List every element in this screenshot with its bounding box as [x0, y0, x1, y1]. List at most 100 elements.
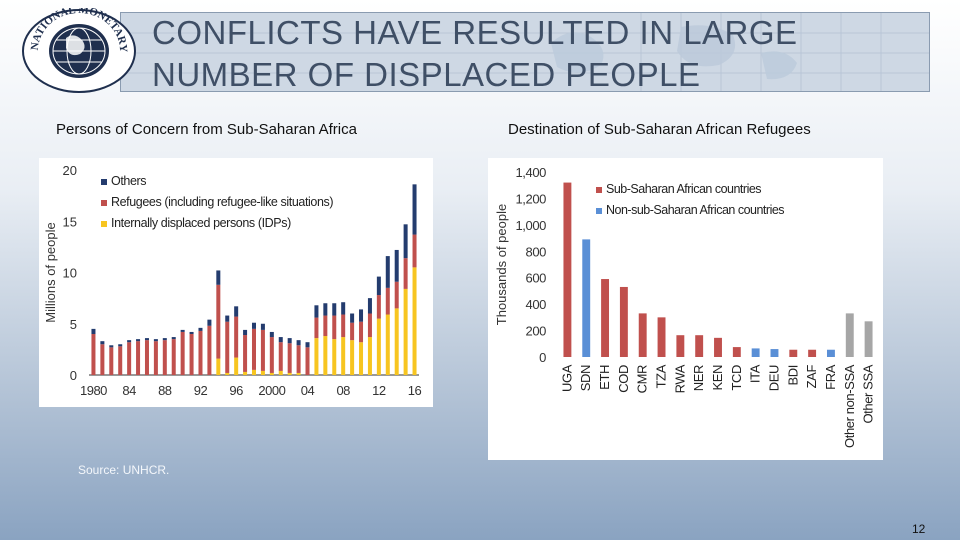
slide-title-line1: CONFLICTS HAVE RESULTED IN LARGE	[152, 14, 798, 51]
bar-segment	[127, 342, 132, 375]
bar-segment	[243, 371, 248, 375]
bar-ner	[695, 335, 704, 357]
bar-segment	[198, 330, 203, 375]
bar-segment	[350, 322, 355, 341]
y-tick-label: 20	[63, 163, 77, 178]
bar-segment	[278, 370, 283, 375]
bar-segment	[323, 303, 328, 316]
slide-title-line2: NUMBER OF DISPLACED PEOPLE	[152, 56, 701, 93]
bar-segment	[118, 346, 123, 375]
y-tick-label: 1,200	[515, 191, 546, 206]
x-tick-label: Other non-SSA	[842, 364, 857, 448]
y-tick-label: 10	[63, 266, 77, 281]
bar-zaf	[808, 349, 817, 357]
bar-segment	[376, 295, 381, 319]
bar-segment	[314, 317, 319, 339]
bar-segment	[394, 249, 399, 282]
bar-segment	[367, 337, 372, 375]
bar-segment	[341, 337, 346, 375]
bar-segment	[296, 372, 301, 375]
bar-segment	[278, 337, 283, 343]
bar-segment	[296, 340, 301, 346]
bar-segment	[412, 267, 417, 376]
bar-segment	[403, 258, 408, 289]
bar-segment	[251, 328, 256, 370]
bar-segment	[367, 313, 372, 338]
bar-segment	[287, 372, 292, 375]
bar-segment	[305, 342, 310, 348]
bar-segment	[269, 337, 274, 373]
x-tick-label: BDI	[785, 365, 800, 385]
y-tick-label: 1,400	[515, 165, 546, 180]
y-tick-label: 5	[70, 317, 77, 332]
source-note: Source: UNHCR.	[78, 463, 170, 477]
bar-other-non-ssa	[845, 313, 854, 357]
x-tick-label: ZAF	[804, 365, 819, 389]
bar-segment	[260, 370, 265, 375]
bar-segment	[100, 341, 105, 345]
bar-segment	[189, 334, 194, 375]
bar-segment	[385, 314, 390, 375]
bar-segment	[305, 347, 310, 375]
bar-segment	[359, 309, 364, 322]
bar-rwa	[676, 335, 685, 357]
bar-segment	[136, 339, 141, 342]
bar-eth	[601, 279, 610, 357]
x-tick-label: RWA	[672, 364, 687, 393]
bar-segment	[171, 337, 176, 340]
bar-segment	[394, 308, 399, 376]
y-tick-label: 400	[526, 297, 547, 312]
x-tick-label: UGA	[559, 364, 574, 392]
bar-ita	[751, 348, 760, 357]
bar-segment	[109, 345, 114, 348]
bar-segment	[359, 321, 364, 343]
bar-segment	[296, 345, 301, 373]
x-tick-label: DEU	[766, 365, 781, 391]
right-chart-svg: 0 200 400 600 800 1,000 1,200 1,400 Thousands of…	[494, 165, 876, 448]
x-tick-label: KEN	[710, 365, 725, 391]
legend-label: Internally displaced persons (IDPs)	[111, 216, 291, 230]
x-tick-label: 08	[336, 383, 350, 398]
x-tick-label: 88	[158, 383, 172, 398]
bar-segment	[376, 276, 381, 296]
bar-segment	[323, 315, 328, 337]
bar-deu	[770, 349, 779, 357]
bar-segment	[118, 344, 123, 347]
x-tick-label: ETH	[597, 365, 612, 390]
y-tick-label: 600	[526, 271, 547, 286]
x-tick-label: TCD	[729, 365, 744, 391]
bar-segment	[243, 335, 248, 372]
page-number: 12	[912, 522, 926, 536]
bar-segment	[234, 316, 239, 358]
bar-ken	[714, 337, 722, 357]
bar-tza	[657, 317, 666, 357]
bar-segment	[234, 357, 239, 375]
bar-segment	[376, 318, 381, 376]
bar-segment	[323, 336, 328, 375]
x-tick-label: FRA	[823, 364, 838, 390]
bar-segment	[350, 340, 355, 375]
bar-segment	[127, 340, 132, 343]
bar-segment	[216, 284, 221, 359]
bar-other-ssa	[864, 321, 873, 357]
bar-segment	[144, 340, 149, 375]
bar-segment	[109, 347, 114, 375]
legend-swatch	[101, 200, 107, 206]
bar-segment	[341, 314, 346, 338]
bar-segment	[234, 306, 239, 317]
bar-cmr	[638, 313, 647, 357]
bar-segment	[359, 342, 364, 375]
bar-segment	[403, 224, 408, 259]
bar-segment	[162, 340, 167, 375]
bar-segment	[412, 234, 417, 268]
x-tick-label: COD	[616, 365, 631, 393]
bar-segment	[180, 331, 185, 375]
x-tick-label: 04	[301, 383, 315, 398]
bar-sdn	[582, 239, 591, 357]
y-axis-label: Millions of people	[43, 222, 58, 322]
bar-segment	[332, 339, 337, 376]
legend-label: Sub-Saharan African countries	[606, 182, 761, 196]
y-tick-label: 800	[526, 244, 547, 259]
bar-segment	[314, 305, 319, 318]
x-tick-label: Other SSA	[861, 364, 876, 423]
